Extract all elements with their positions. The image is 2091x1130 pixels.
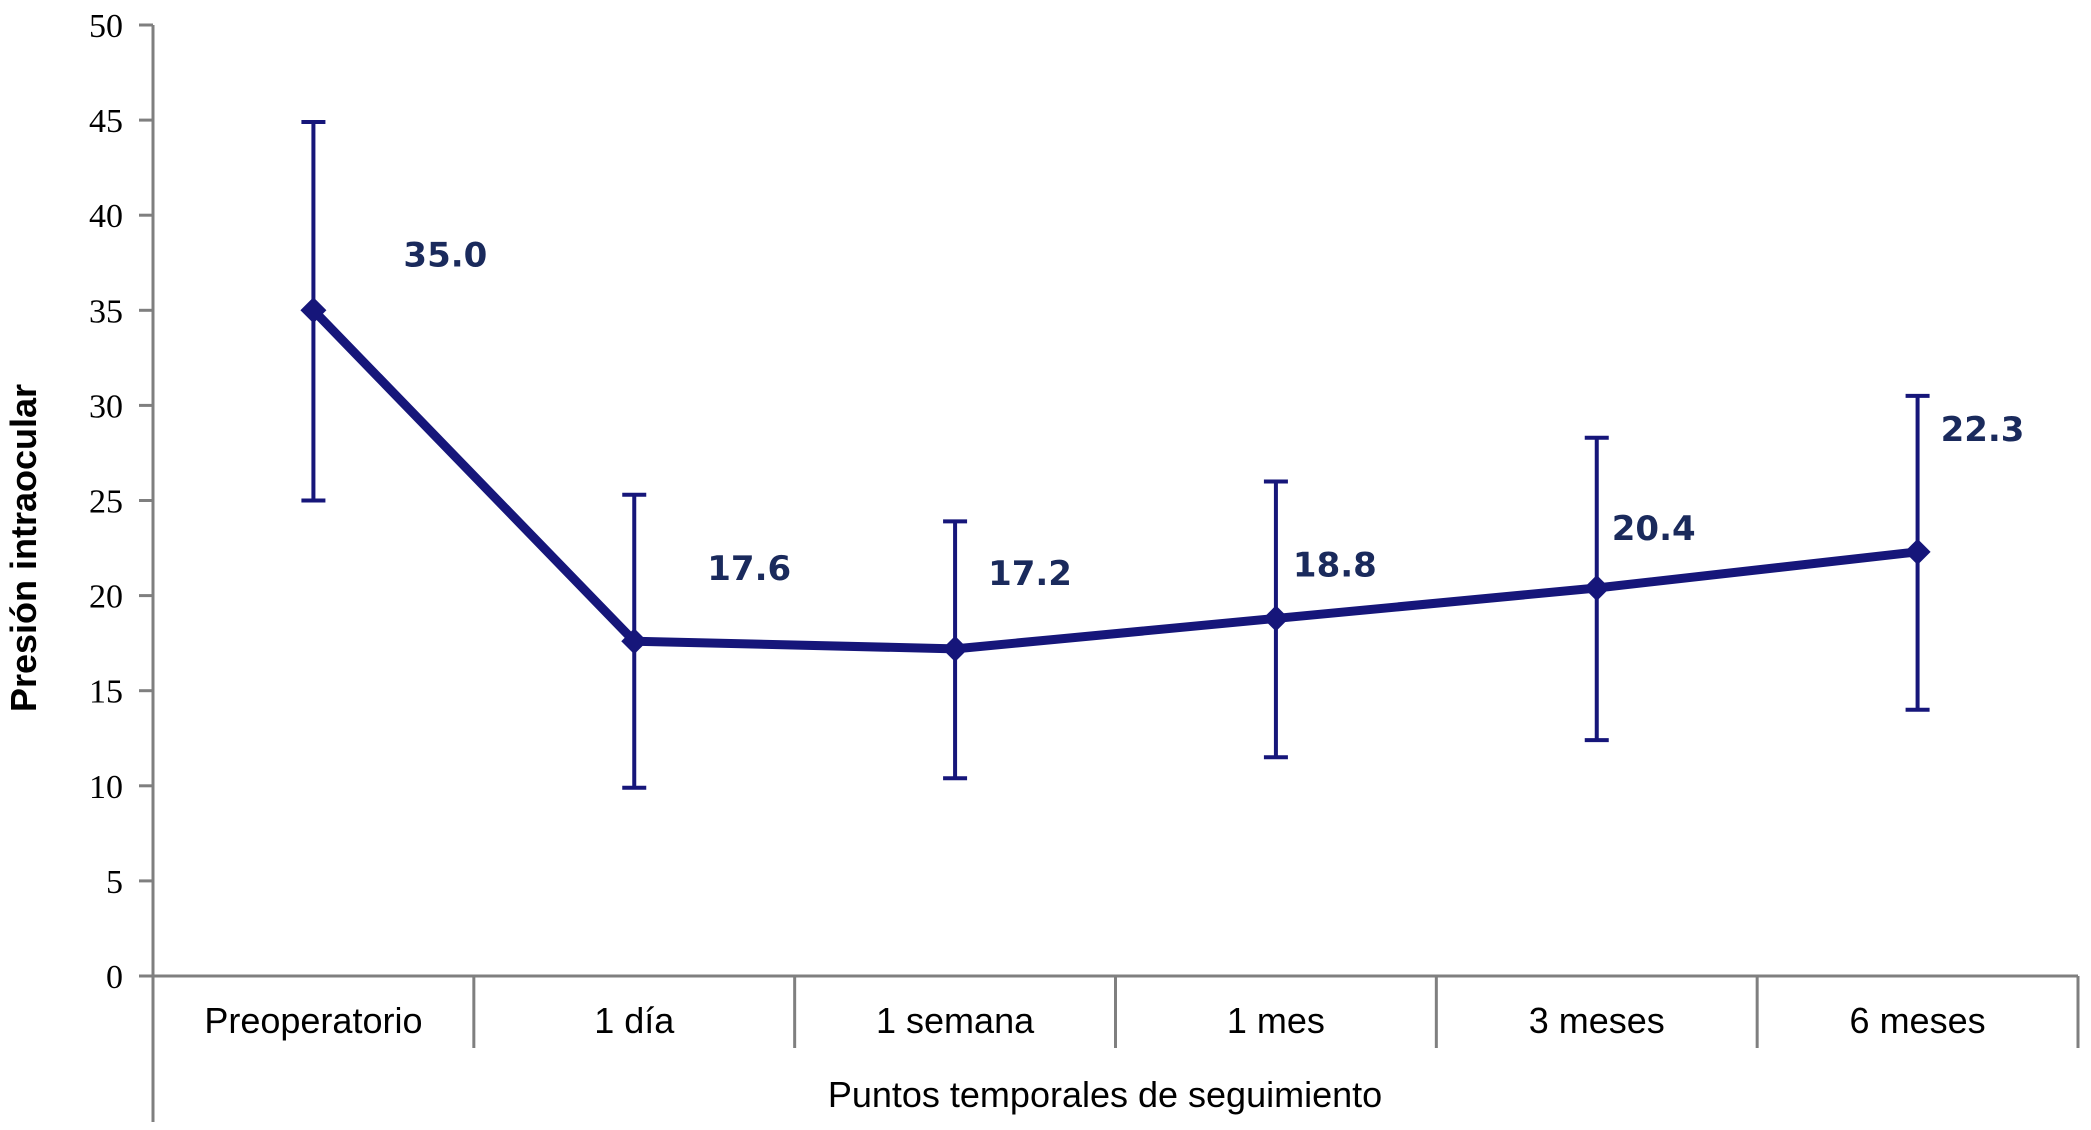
data-label: 17.6 xyxy=(707,549,791,589)
data-label: 20.4 xyxy=(1612,509,1696,549)
y-tick-label: 50 xyxy=(89,8,123,45)
data-labels: 35.0 17.6 17.2 18.8 20.4 22.3 xyxy=(403,235,2024,594)
error-bars xyxy=(301,120,1930,790)
x-axis-title: Puntos temporales de seguimiento xyxy=(828,1074,1382,1115)
data-label: 35.0 xyxy=(403,235,487,275)
x-tick-label: 3 meses xyxy=(1529,1000,1665,1041)
x-tick-group: Preoperatorio 1 día 1 semana 1 mes 3 meses 6 … xyxy=(204,1000,1985,1041)
y-tick-label: 5 xyxy=(106,864,123,901)
series-markers xyxy=(300,297,1931,662)
x-category-separators xyxy=(472,976,2080,1048)
x-tick-label: 1 mes xyxy=(1227,1000,1325,1041)
x-tick-label: 6 meses xyxy=(1850,1000,1986,1041)
series-line xyxy=(310,307,1919,654)
y-tick-label: 35 xyxy=(89,293,123,330)
y-tick-label: 15 xyxy=(89,674,123,711)
x-tick-label: 1 semana xyxy=(876,1000,1035,1041)
y-tick-label: 0 xyxy=(106,959,123,996)
y-tick-group: 0 5 10 15 20 25 30 35 40 45 50 xyxy=(89,8,153,996)
data-point-marker xyxy=(942,635,969,662)
x-axis: Preoperatorio 1 día 1 semana 1 mes 3 meses 6 … xyxy=(153,974,2080,1048)
data-point-marker xyxy=(300,297,327,324)
y-axis: 0 5 10 15 20 25 30 35 40 45 50 xyxy=(89,8,155,1122)
data-point-marker xyxy=(621,628,648,655)
y-tick-label: 25 xyxy=(89,484,123,521)
data-label: 18.8 xyxy=(1293,545,1377,585)
data-label: 22.3 xyxy=(1941,410,2025,450)
x-tick-label: 1 día xyxy=(594,1000,675,1041)
y-tick-label: 10 xyxy=(89,769,123,806)
y-tick-label: 45 xyxy=(89,103,123,140)
data-point-marker xyxy=(1583,574,1610,601)
x-tick-label: Preoperatorio xyxy=(204,1000,422,1041)
data-point-marker xyxy=(1904,538,1931,565)
data-point-marker xyxy=(1262,605,1289,632)
y-tick-label: 20 xyxy=(89,579,123,616)
y-tick-label: 30 xyxy=(89,388,123,425)
y-tick-label: 40 xyxy=(89,198,123,235)
y-axis-title: Presión intraocular xyxy=(3,384,44,712)
data-label: 17.2 xyxy=(988,554,1072,594)
